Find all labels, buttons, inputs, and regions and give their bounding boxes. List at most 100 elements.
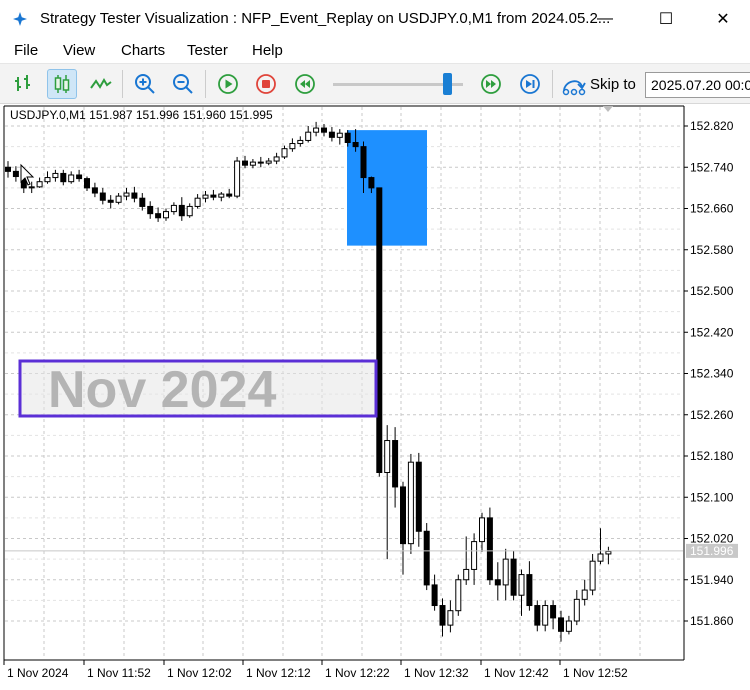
speed-slider-track[interactable] — [333, 83, 463, 86]
candle — [60, 169, 67, 186]
candle-body-bear — [76, 174, 83, 180]
maximize-button[interactable]: ☐ — [658, 11, 674, 28]
current-price-label: 151.996 — [690, 544, 734, 558]
candle — [423, 523, 430, 591]
candle-body-bear — [431, 584, 438, 607]
candle — [281, 145, 288, 159]
candles-layer — [5, 121, 612, 642]
candle — [589, 553, 596, 596]
candle-body-bear — [439, 605, 446, 626]
menu-file[interactable]: File — [14, 42, 39, 59]
candle-body-bull — [44, 177, 51, 183]
candle-body-bear — [99, 192, 106, 201]
skip-to-date-input[interactable] — [645, 72, 750, 98]
candle — [597, 528, 604, 565]
chart-canvas[interactable]: USDJPY.0,M1 151.987 151.996 151.960 151.… — [0, 104, 750, 685]
fast-forward-button[interactable] — [476, 69, 506, 99]
candle — [155, 207, 162, 222]
candle-body-bull — [597, 553, 604, 562]
candle — [581, 579, 588, 606]
zoom-in-button[interactable] — [130, 69, 160, 99]
price-label: 152.420 — [690, 325, 734, 339]
stop-icon — [256, 74, 276, 94]
candle — [542, 600, 549, 632]
price-label: 152.020 — [690, 532, 734, 546]
candle-body-bull — [479, 517, 485, 543]
candle — [249, 159, 256, 169]
skip-end-button[interactable] — [515, 69, 545, 99]
menu-tester[interactable]: Tester — [187, 42, 228, 59]
candle-body-bull — [581, 589, 588, 600]
candle — [510, 550, 517, 601]
candle-body-bull — [273, 156, 280, 162]
candle-body-bear — [400, 486, 406, 545]
candle — [210, 189, 217, 201]
candle — [439, 598, 446, 637]
candle — [107, 195, 114, 209]
candle-body-bear — [368, 177, 375, 189]
candle-body-bear — [226, 193, 233, 197]
candle — [384, 425, 391, 560]
candle — [305, 126, 312, 143]
candle — [344, 130, 351, 147]
candle-body-bear — [131, 192, 138, 199]
date-label-box — [18, 359, 378, 418]
stop-button[interactable] — [251, 69, 281, 99]
candle-body-bear — [526, 574, 533, 607]
candle — [139, 193, 146, 211]
candle-body-bear — [60, 172, 67, 183]
candle-body-bear — [242, 160, 248, 166]
candle-body-bull — [565, 620, 572, 632]
speed-slider-thumb[interactable] — [443, 73, 452, 95]
candle-body-bear — [376, 187, 383, 473]
candle-body-bear — [352, 142, 359, 148]
candle-body-bull — [186, 205, 193, 217]
candle — [52, 169, 59, 182]
toolbar-separator — [205, 70, 206, 98]
candle — [273, 152, 280, 165]
play-button[interactable] — [213, 69, 243, 99]
candle — [321, 123, 327, 137]
zoom-in-icon — [135, 74, 155, 94]
candle-body-bear — [344, 132, 351, 143]
candle-body-bear — [494, 579, 501, 586]
candle-body-bear — [107, 199, 114, 203]
rewind-button[interactable] — [290, 69, 320, 99]
chart-shift-marker[interactable] — [603, 106, 613, 112]
price-label: 152.660 — [690, 202, 734, 216]
zoom-out-icon — [173, 74, 193, 94]
candle-body-bull — [28, 186, 35, 189]
app-icon — [13, 12, 27, 26]
candle — [257, 156, 264, 168]
candle-body-bear — [558, 617, 564, 632]
candle-body-bear — [328, 131, 335, 138]
toolbar-separator — [122, 70, 123, 98]
candle — [376, 187, 383, 477]
candle — [392, 427, 399, 508]
menu-view[interactable]: View — [63, 42, 96, 59]
candle-body-bear — [486, 517, 493, 581]
candle-body-bull — [336, 132, 343, 138]
bar-chart-button[interactable] — [8, 69, 38, 99]
price-chart[interactable]: USDJPY.0,M1 151.987 151.996 151.960 151.… — [0, 104, 750, 685]
candle-body-bull — [384, 440, 391, 473]
candle — [242, 155, 248, 169]
candle-body-bull — [605, 550, 612, 555]
line-chart-button[interactable] — [86, 69, 116, 99]
candle — [605, 546, 612, 565]
time-label: 1 Nov 12:22 — [325, 666, 390, 680]
candle — [147, 201, 154, 219]
candle — [368, 176, 375, 194]
zoom-out-button[interactable] — [168, 69, 198, 99]
close-button[interactable]: ✕ — [716, 11, 730, 28]
mouse-cursor-icon — [20, 163, 35, 186]
minimize-button[interactable]: — — [597, 10, 613, 27]
candle — [455, 574, 462, 616]
candle-body-bull — [447, 610, 454, 626]
candle — [431, 574, 438, 611]
candle — [471, 533, 478, 585]
candlestick-chart-button[interactable] — [47, 69, 77, 99]
menu-help[interactable]: Help — [252, 42, 283, 59]
candle-body-bull — [518, 574, 525, 596]
menu-charts[interactable]: Charts — [121, 42, 166, 59]
